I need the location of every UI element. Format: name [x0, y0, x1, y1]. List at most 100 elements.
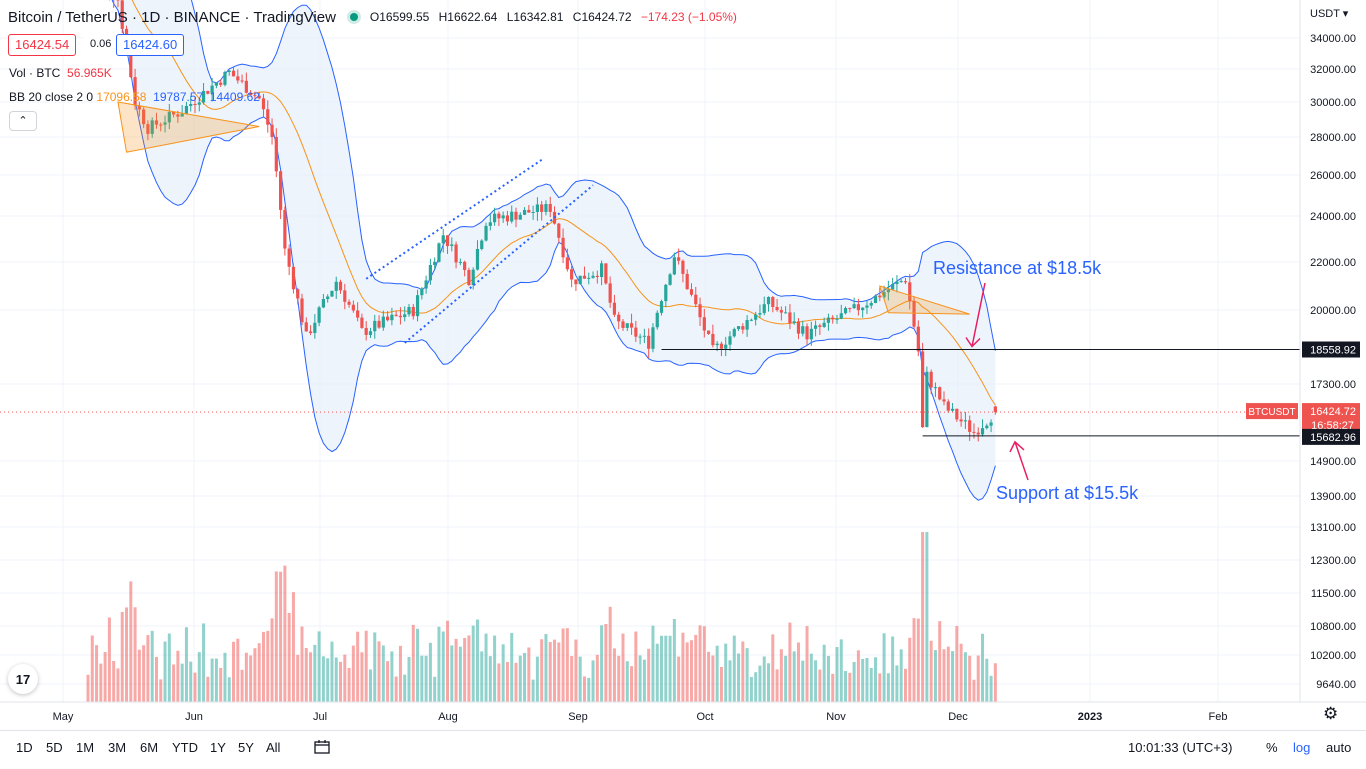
candle-body — [938, 387, 941, 399]
volume-bar — [596, 655, 599, 702]
volume-bar — [104, 652, 107, 702]
volume-bar — [420, 656, 423, 702]
price-tick-label: 22000.00 — [1310, 257, 1356, 269]
buy-button[interactable]: 16424.60 — [116, 34, 184, 56]
volume-bar — [737, 654, 740, 702]
candle-body — [313, 323, 316, 333]
volume-bar — [669, 636, 672, 702]
candle-body — [591, 276, 594, 278]
calendar-icon[interactable] — [314, 740, 330, 754]
candle-body — [322, 299, 325, 307]
volume-bar — [780, 649, 783, 702]
candle-body — [583, 276, 586, 279]
volume-bar — [622, 634, 625, 702]
volume-bar — [831, 674, 834, 702]
volume-bar — [540, 639, 543, 702]
candle-body — [900, 281, 903, 282]
candle-body — [339, 282, 342, 291]
candle-body — [236, 76, 239, 80]
timeframe-all[interactable]: All — [266, 740, 280, 755]
volume-bar — [656, 644, 659, 702]
price-tick-label: 12300.00 — [1310, 555, 1356, 567]
price-tick-label: 26000.00 — [1310, 170, 1356, 182]
candle-body — [797, 321, 800, 333]
price-chart[interactable]: USDT ▾34000.0032000.0030000.0028000.0026… — [0, 0, 1366, 730]
volume-bar — [223, 653, 226, 702]
timeframe-3m[interactable]: 3M — [108, 740, 126, 755]
volume-bar — [493, 636, 496, 702]
percent-toggle[interactable]: % — [1266, 740, 1278, 755]
auto-toggle[interactable]: auto — [1326, 740, 1351, 755]
volume-bar — [313, 645, 316, 702]
price-tick-label: 10200.00 — [1310, 650, 1356, 662]
volume-bar — [964, 652, 967, 702]
candle-body — [639, 337, 642, 338]
timeframe-5d[interactable]: 5D — [46, 740, 63, 755]
candle-body — [801, 326, 804, 333]
timeframe-ytd[interactable]: YTD — [172, 740, 198, 755]
clock-timezone[interactable]: 10:01:33 (UTC+3) — [1128, 740, 1232, 755]
volume-bar — [609, 607, 612, 702]
candle-body — [681, 261, 684, 274]
volume-bar — [134, 607, 137, 702]
volume-bar — [913, 618, 916, 702]
volume-bar — [87, 675, 90, 702]
volume-bar — [690, 640, 693, 702]
volume-bar — [694, 635, 697, 702]
candle-body — [686, 274, 689, 289]
volume-bar — [215, 659, 218, 702]
volume-bar — [553, 640, 556, 702]
bollinger-legend[interactable]: BB 20 close 2 0 17096.58 19787.57 14409.… — [9, 90, 260, 104]
candle-body — [442, 235, 445, 243]
volume-bar — [99, 664, 102, 702]
candle-body — [335, 282, 338, 291]
volume-bar — [485, 634, 488, 702]
volume-bar — [416, 629, 419, 702]
volume-bar — [947, 647, 950, 702]
sell-button[interactable]: 16424.54 — [8, 34, 76, 56]
volume-bar — [463, 638, 466, 702]
timeframe-5y[interactable]: 5Y — [238, 740, 254, 755]
tradingview-logo[interactable]: 17 — [8, 664, 38, 694]
volume-bar — [630, 666, 633, 702]
timeframe-1d[interactable]: 1D — [16, 740, 33, 755]
volume-bar — [497, 663, 500, 702]
volume-bar — [429, 643, 432, 702]
timeframe-1y[interactable]: 1Y — [210, 740, 226, 755]
volume-bar — [292, 592, 295, 702]
collapse-legend-button[interactable]: ⌃ — [9, 111, 37, 131]
candle-body — [527, 210, 530, 213]
candle-body — [270, 125, 273, 137]
candle-body — [292, 267, 295, 290]
volume-bar — [352, 646, 355, 702]
time-tick-label: 2023 — [1078, 711, 1102, 723]
candle-body — [827, 318, 830, 323]
candle-body — [228, 71, 231, 72]
volume-bar — [335, 657, 338, 702]
symbol-title[interactable]: Bitcoin / TetherUS · 1D · BINANCE · Trad… — [8, 9, 336, 26]
candle-body — [925, 372, 928, 427]
candle-body — [574, 280, 577, 285]
timeframe-6m[interactable]: 6M — [140, 740, 158, 755]
volume-bar — [733, 636, 736, 702]
candle-body — [377, 321, 380, 328]
log-toggle[interactable]: log — [1293, 740, 1310, 755]
candle-body — [831, 318, 834, 320]
volume-bar — [626, 661, 629, 702]
candle-body — [870, 303, 873, 306]
volume-bar — [788, 623, 791, 702]
candle-body — [437, 243, 440, 261]
volume-bar — [716, 646, 719, 702]
resistance-annotation: Resistance at $18.5k — [933, 258, 1101, 279]
gear-icon[interactable]: ⚙ — [1323, 704, 1338, 724]
candle-body — [878, 296, 881, 298]
volume-bar — [925, 532, 928, 702]
timeframe-1m[interactable]: 1M — [76, 740, 94, 755]
volume-bar — [639, 655, 642, 702]
volume-bar — [720, 667, 723, 702]
volume-legend[interactable]: Vol · BTC 56.965K — [9, 66, 112, 80]
candle-body — [917, 327, 920, 352]
volume-bar — [870, 668, 873, 702]
volume-bar — [476, 620, 479, 702]
volume-bar — [613, 648, 616, 702]
